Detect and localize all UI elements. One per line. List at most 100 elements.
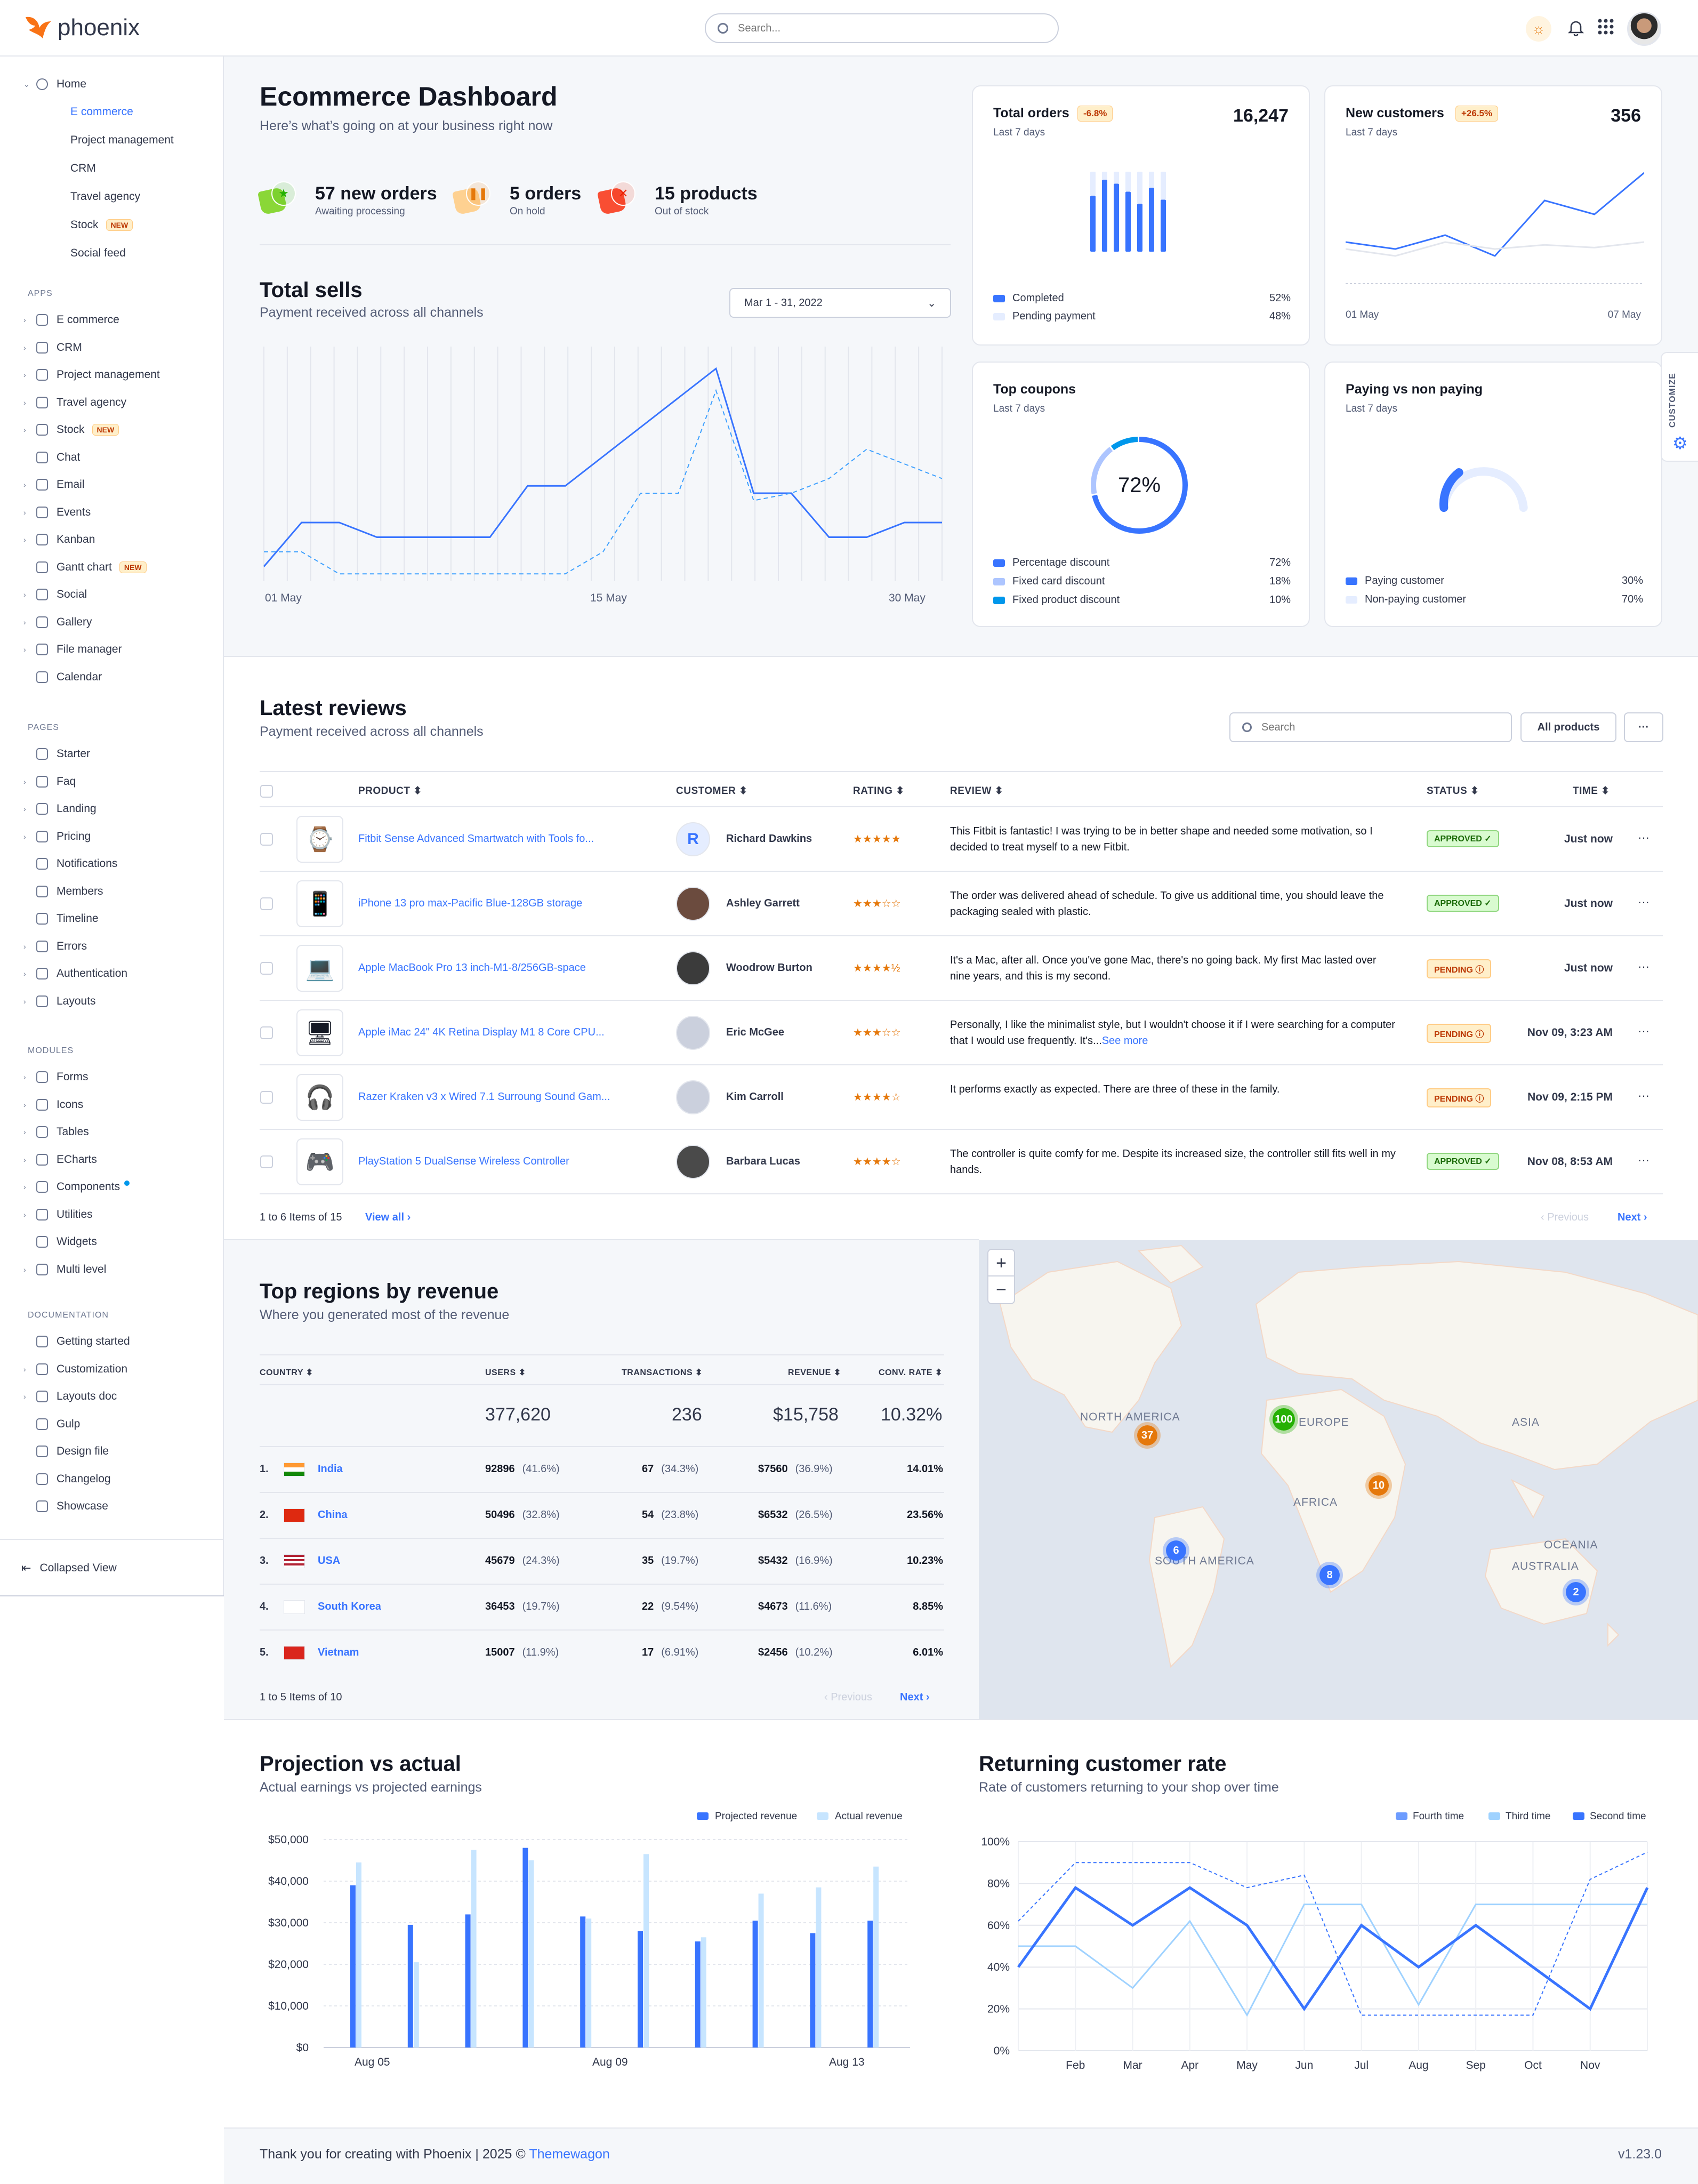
sidebar-item-echarts[interactable]: › ECharts bbox=[23, 1153, 97, 1166]
sidebar-item-customization[interactable]: › Customization bbox=[23, 1363, 127, 1376]
col-review[interactable]: REVIEW ⬍ bbox=[950, 785, 1004, 797]
customer-name[interactable]: Barbara Lucas bbox=[726, 1155, 800, 1167]
see-more-link[interactable]: See more bbox=[1101, 1035, 1148, 1047]
search-box[interactable] bbox=[705, 13, 1059, 43]
map-cluster-marker[interactable]: 10 bbox=[1365, 1472, 1392, 1499]
sidebar-subitem-crm[interactable]: CRM bbox=[70, 162, 96, 175]
col-transactions[interactable]: TRANSACTIONS ⬍ bbox=[622, 1368, 703, 1377]
sidebar-item-faq[interactable]: › Faq bbox=[23, 775, 76, 788]
reviews-search-input[interactable] bbox=[1261, 721, 1496, 734]
product-name-link[interactable]: Razer Kraken v3 x Wired 7.1 Surroung Sou… bbox=[358, 1091, 610, 1103]
customize-tab[interactable]: CUSTOMIZE ⚙ bbox=[1661, 352, 1698, 462]
zoom-out-button[interactable]: − bbox=[996, 1280, 1007, 1300]
col-revenue[interactable]: REVENUE ⬍ bbox=[788, 1368, 841, 1377]
customer-name[interactable]: Woodrow Burton bbox=[726, 962, 812, 974]
sidebar-subitem-social-feed[interactable]: Social feed bbox=[70, 247, 126, 260]
row-actions-button[interactable]: ··· bbox=[1638, 1089, 1649, 1102]
user-avatar[interactable] bbox=[1627, 12, 1661, 46]
sidebar-item-members[interactable]: Members bbox=[26, 885, 103, 898]
regions-next[interactable]: Next › bbox=[900, 1691, 930, 1703]
map-cluster-marker[interactable]: 6 bbox=[1163, 1537, 1189, 1564]
sidebar-item-gulp[interactable]: Gulp bbox=[26, 1418, 80, 1431]
customer-name[interactable]: Ashley Garrett bbox=[726, 897, 800, 909]
sidebar-item-travel-agency[interactable]: › Travel agency bbox=[23, 396, 126, 409]
sidebar-item-project-management[interactable]: › Project management bbox=[23, 368, 160, 381]
regions-prev[interactable]: ‹ Previous bbox=[824, 1691, 873, 1703]
product-name-link[interactable]: Apple MacBook Pro 13 inch-M1-8/256GB-spa… bbox=[358, 962, 586, 974]
footer-link[interactable]: Themewagon bbox=[529, 2147, 610, 2162]
sidebar-item-forms[interactable]: › Forms bbox=[23, 1071, 88, 1083]
reviews-more-button[interactable]: ··· bbox=[1624, 712, 1663, 742]
sidebar-item-stock[interactable]: › Stock NEW bbox=[23, 423, 119, 436]
row-checkbox[interactable] bbox=[260, 1091, 273, 1104]
sidebar-item-kanban[interactable]: › Kanban bbox=[23, 533, 95, 546]
date-range-select[interactable]: Mar 1 - 31, 2022 ⌄ bbox=[729, 288, 951, 318]
map-cluster-marker[interactable]: 2 bbox=[1563, 1579, 1589, 1605]
col-users[interactable]: USERS ⬍ bbox=[485, 1368, 526, 1377]
sidebar-item-home[interactable]: ⌄ Home bbox=[23, 78, 86, 91]
row-checkbox[interactable] bbox=[260, 833, 273, 846]
row-actions-button[interactable]: ··· bbox=[1638, 1024, 1649, 1038]
col-product[interactable]: PRODUCT ⬍ bbox=[358, 785, 422, 797]
reviews-next[interactable]: Next › bbox=[1617, 1211, 1647, 1223]
sidebar-item-social[interactable]: › Social bbox=[23, 588, 87, 601]
zoom-in-button[interactable]: + bbox=[988, 1250, 1014, 1276]
sidebar-item-errors[interactable]: › Errors bbox=[23, 940, 87, 953]
sidebar-item-tables[interactable]: › Tables bbox=[23, 1126, 89, 1138]
sidebar-item-showcase[interactable]: Showcase bbox=[26, 1500, 108, 1513]
sidebar-item-design-file[interactable]: Design file bbox=[26, 1445, 109, 1458]
all-products-button[interactable]: All products bbox=[1520, 712, 1616, 742]
col-country[interactable]: COUNTRY ⬍ bbox=[260, 1368, 313, 1377]
sidebar-item-email[interactable]: › Email bbox=[23, 478, 85, 491]
sidebar-item-layouts-doc[interactable]: › Layouts doc bbox=[23, 1390, 117, 1403]
col-time[interactable]: TIME ⬍ bbox=[1573, 785, 1610, 797]
country-link[interactable]: China bbox=[318, 1509, 348, 1521]
customer-name[interactable]: Eric McGee bbox=[726, 1026, 784, 1038]
product-name-link[interactable]: Fitbit Sense Advanced Smartwatch with To… bbox=[358, 833, 594, 845]
sidebar-item-e-commerce[interactable]: › E commerce bbox=[23, 314, 119, 326]
reviews-prev[interactable]: ‹ Previous bbox=[1541, 1211, 1589, 1223]
col-customer[interactable]: CUSTOMER ⬍ bbox=[676, 785, 748, 797]
sidebar-subitem-project-management[interactable]: Project management bbox=[70, 134, 174, 147]
col-conv[interactable]: CONV. RATE ⬍ bbox=[879, 1368, 943, 1377]
country-link[interactable]: South Korea bbox=[318, 1601, 381, 1612]
row-actions-button[interactable]: ··· bbox=[1638, 895, 1649, 909]
customer-name[interactable]: Richard Dawkins bbox=[726, 833, 812, 845]
sidebar-item-components[interactable]: › Components bbox=[23, 1181, 130, 1193]
col-rating[interactable]: RATING ⬍ bbox=[853, 785, 905, 797]
col-status[interactable]: STATUS ⬍ bbox=[1427, 785, 1479, 797]
product-name-link[interactable]: PlayStation 5 DualSense Wireless Control… bbox=[358, 1155, 569, 1167]
sidebar-item-widgets[interactable]: Widgets bbox=[26, 1235, 97, 1248]
sidebar-item-utilities[interactable]: › Utilities bbox=[23, 1208, 93, 1221]
apps-button[interactable] bbox=[1597, 18, 1614, 38]
search-input[interactable] bbox=[738, 22, 1036, 35]
country-link[interactable]: India bbox=[318, 1463, 343, 1475]
sidebar-item-changelog[interactable]: Changelog bbox=[26, 1473, 111, 1486]
country-link[interactable]: Vietnam bbox=[318, 1647, 359, 1658]
sidebar-item-crm[interactable]: › CRM bbox=[23, 341, 82, 354]
sidebar-item-landing[interactable]: › Landing bbox=[23, 802, 96, 815]
sidebar-item-gallery[interactable]: › Gallery bbox=[23, 616, 92, 629]
sidebar-item-calendar[interactable]: Calendar bbox=[26, 671, 102, 684]
row-checkbox[interactable] bbox=[260, 962, 273, 975]
country-link[interactable]: USA bbox=[318, 1555, 341, 1567]
map-cluster-marker[interactable]: 100 bbox=[1269, 1405, 1298, 1434]
sidebar-item-events[interactable]: › Events bbox=[23, 506, 91, 519]
sidebar-item-multi-level[interactable]: › Multi level bbox=[23, 1263, 106, 1276]
sidebar-subitem-travel-agency[interactable]: Travel agency bbox=[70, 190, 140, 203]
sidebar-item-starter[interactable]: Starter bbox=[26, 748, 90, 760]
sidebar-item-layouts[interactable]: › Layouts bbox=[23, 995, 96, 1008]
product-name-link[interactable]: iPhone 13 pro max-Pacific Blue-128GB sto… bbox=[358, 897, 583, 909]
map-cluster-marker[interactable]: 37 bbox=[1134, 1422, 1161, 1449]
row-actions-button[interactable]: ··· bbox=[1638, 831, 1649, 844]
collapse-button[interactable]: ⇤ Collapsed View bbox=[21, 1561, 117, 1575]
sidebar-subitem-e-commerce[interactable]: E commerce bbox=[70, 106, 133, 118]
row-actions-button[interactable]: ··· bbox=[1638, 960, 1649, 973]
sidebar-item-authentication[interactable]: › Authentication bbox=[23, 967, 127, 980]
world-map[interactable]: NORTH AMERICA EUROPE ASIA AFRICA SOUTH AMERI… bbox=[979, 1240, 1698, 1719]
row-checkbox[interactable] bbox=[260, 1155, 273, 1168]
logo[interactable]: phoenix bbox=[23, 14, 140, 42]
map-cluster-marker[interactable]: 8 bbox=[1316, 1562, 1343, 1588]
notifications-button[interactable] bbox=[1566, 16, 1586, 39]
row-actions-button[interactable]: ··· bbox=[1638, 1153, 1649, 1167]
